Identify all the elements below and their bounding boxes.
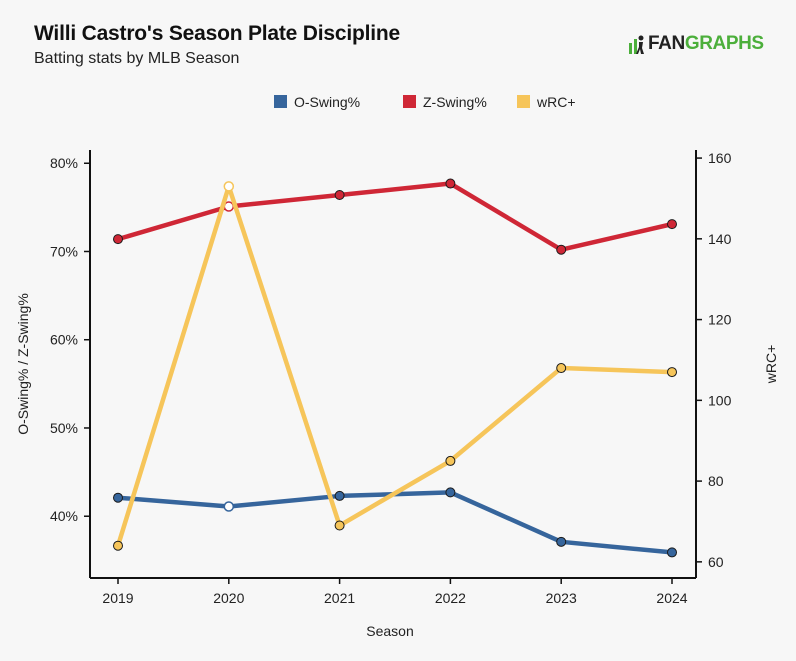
data-point[interactable] — [445, 487, 456, 498]
legend-swatch — [274, 95, 287, 108]
data-point[interactable] — [445, 178, 456, 189]
legend: O-Swing% Z-Swing% wRC+ — [274, 94, 576, 110]
chart-title: Willi Castro's Season Plate Discipline — [34, 22, 400, 45]
x-tick-label: 2024 — [656, 590, 687, 606]
legend-label: O-Swing% — [294, 94, 360, 110]
data-point[interactable] — [113, 234, 123, 245]
right-axis-title: wRC+ — [763, 345, 779, 385]
fangraphs-logo-icon — [629, 35, 644, 54]
x-tick-label: 2019 — [102, 590, 133, 606]
logo-text-fan: FAN — [648, 33, 685, 54]
series-z-swing- — [113, 178, 677, 255]
data-point[interactable] — [556, 244, 567, 255]
right-tick-label: 100 — [708, 392, 732, 408]
series-line — [115, 181, 675, 252]
x-tick-label: 2023 — [546, 590, 577, 606]
data-point[interactable] — [667, 547, 677, 558]
right-tick-label: 120 — [708, 312, 732, 328]
data-point[interactable] — [556, 536, 567, 547]
data-point[interactable] — [445, 455, 456, 466]
data-point[interactable] — [334, 520, 345, 531]
data-point[interactable] — [334, 490, 345, 501]
left-tick-label: 50% — [50, 420, 78, 436]
ticks: 40% 50% 60% 70% 80% 60 80 100 120 140 160 2019 2020 2… — [50, 150, 732, 606]
legend-swatch — [403, 95, 416, 108]
data-point[interactable] — [223, 501, 235, 512]
data-point[interactable] — [334, 190, 345, 201]
legend-label: wRC+ — [536, 94, 576, 110]
axes — [89, 150, 697, 579]
fangraphs-logo[interactable]: FAN GRAPHS — [628, 33, 764, 55]
x-tick-label: 2021 — [324, 590, 355, 606]
data-point[interactable] — [667, 367, 677, 378]
data-point[interactable] — [667, 219, 677, 230]
x-tick-label: 2020 — [213, 590, 244, 606]
x-axis-title: Season — [366, 623, 413, 639]
right-tick-label: 80 — [708, 473, 724, 489]
data-point[interactable] — [113, 540, 123, 551]
left-tick-label: 70% — [50, 243, 78, 259]
right-tick-label: 160 — [708, 150, 732, 166]
left-tick-label: 60% — [50, 332, 78, 348]
series-line — [115, 490, 675, 555]
legend-item[interactable]: Z-Swing% — [403, 94, 487, 110]
logo-text-graphs: GRAPHS — [684, 33, 764, 54]
data-point[interactable] — [223, 181, 235, 192]
data-point[interactable] — [113, 492, 123, 503]
x-tick-label: 2022 — [435, 590, 466, 606]
data-point[interactable] — [556, 363, 567, 374]
left-tick-label: 80% — [50, 155, 78, 171]
legend-item[interactable]: wRC+ — [517, 94, 576, 110]
legend-item[interactable]: O-Swing% — [274, 94, 360, 110]
legend-label: Z-Swing% — [423, 94, 487, 110]
chart-subtitle: Batting stats by MLB Season — [34, 50, 240, 67]
right-tick-label: 140 — [708, 231, 732, 247]
legend-swatch — [517, 95, 530, 108]
left-axis-title: O-Swing% / Z-Swing% — [15, 293, 31, 435]
series-o-swing- — [113, 487, 677, 558]
series-line — [115, 184, 675, 548]
right-tick-label: 60 — [708, 554, 724, 570]
left-tick-label: 40% — [50, 508, 78, 524]
series-wrc- — [113, 181, 677, 551]
series-layer — [113, 178, 677, 558]
